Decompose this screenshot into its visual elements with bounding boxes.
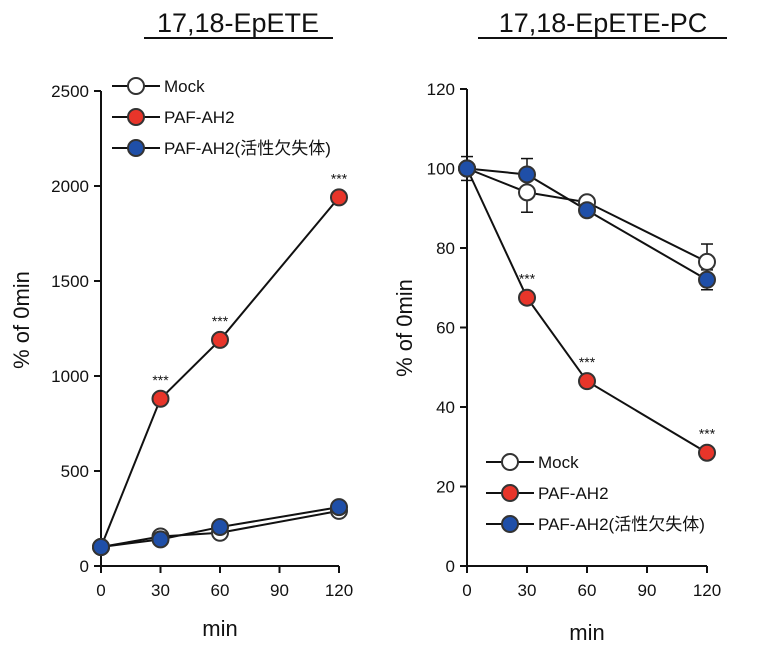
data-point-left-2 xyxy=(151,530,170,549)
legend-marker-left xyxy=(127,139,145,157)
legend-label-left: Mock xyxy=(164,77,205,96)
data-point-right-1 xyxy=(518,288,536,307)
x-tick-label-right: 60 xyxy=(578,581,597,600)
series-line-right-0 xyxy=(466,167,708,263)
series-line-left-2 xyxy=(100,506,340,548)
y-tick-label-right: 40 xyxy=(436,398,455,417)
legend-label-right: PAF-AH2(活性欠失体) xyxy=(538,515,705,534)
xlabel-left: min xyxy=(202,616,237,641)
significance-label-right: *** xyxy=(699,426,716,442)
significance-label-right: *** xyxy=(579,354,596,370)
data-point-left-1 xyxy=(330,188,348,207)
legend-marker-right xyxy=(501,484,519,502)
legend-marker-right xyxy=(501,453,519,471)
xlabel-right: min xyxy=(569,620,604,645)
y-tick-label-right: 100 xyxy=(427,160,455,179)
x-tick-label-right: 0 xyxy=(462,581,471,600)
data-point-right-2 xyxy=(458,159,476,178)
significance-label-left: *** xyxy=(331,170,348,186)
y-tick-label-left: 1000 xyxy=(51,367,89,386)
series-line-right-2 xyxy=(466,167,708,281)
data-point-right-1 xyxy=(578,372,596,391)
series-line-left-1 xyxy=(100,196,340,548)
y-tick-label-right: 20 xyxy=(436,478,455,497)
legend-marker-right xyxy=(501,515,519,533)
significance-label-left: *** xyxy=(152,372,169,388)
y-tick-label-right: 60 xyxy=(436,319,455,338)
data-point-left-2 xyxy=(211,518,229,537)
data-point-right-2 xyxy=(578,201,596,220)
plot-left: 0 500 1000 1500 2000 2500 0 30 60 90 120 *** *** *** M… xyxy=(51,77,353,600)
data-point-left-2 xyxy=(92,538,110,556)
data-point-right-1 xyxy=(698,443,716,462)
y-tick-label-left: 0 xyxy=(80,557,89,576)
data-point-right-0 xyxy=(698,252,716,271)
y-tick-label-left: 1500 xyxy=(51,272,89,291)
data-point-left-2 xyxy=(330,498,348,517)
series-line-left-0 xyxy=(100,509,340,548)
legend-label-left: PAF-AH2(活性欠失体) xyxy=(164,139,331,158)
panel-right: 17,18-EpETE-PC % of 0min min xyxy=(392,8,727,645)
x-tick-label-left: 90 xyxy=(270,581,289,600)
ylabel-left: % of 0min xyxy=(9,271,34,369)
x-tick-label-left: 120 xyxy=(325,581,353,600)
y-tick-label-right: 120 xyxy=(427,80,455,99)
y-tick-label-left: 2000 xyxy=(51,177,89,196)
y-tick-label-left: 2500 xyxy=(51,82,89,101)
chart-title-left: 17,18-EpETE xyxy=(157,8,319,38)
legend-label-left: PAF-AH2 xyxy=(164,108,235,127)
series-line-right-1 xyxy=(466,168,708,454)
x-tick-label-right: 90 xyxy=(638,581,657,600)
data-point-right-0 xyxy=(518,183,536,202)
x-tick-label-right: 30 xyxy=(518,581,537,600)
data-point-left-1 xyxy=(211,330,229,349)
legend-label-right: Mock xyxy=(538,453,579,472)
x-tick-label-right: 120 xyxy=(693,581,721,600)
x-tick-label-left: 0 xyxy=(96,581,105,600)
chart-title-right: 17,18-EpETE-PC xyxy=(499,8,708,38)
data-point-right-2 xyxy=(698,270,716,289)
legend-marker-left xyxy=(127,77,145,95)
data-point-left-1 xyxy=(151,389,170,408)
legend-label-right: PAF-AH2 xyxy=(538,484,609,503)
significance-label-left: *** xyxy=(212,313,229,329)
ylabel-right: % of 0min xyxy=(392,279,417,377)
significance-label-right: *** xyxy=(519,271,536,287)
y-tick-label-right: 0 xyxy=(446,557,455,576)
data-point-right-2 xyxy=(518,165,536,184)
y-tick-label-left: 500 xyxy=(61,462,89,481)
plot-right: 0 20 40 60 80 100 120 0 30 60 90 120 *** *** *** Mock PA… xyxy=(427,80,722,600)
legend-marker-left xyxy=(127,108,145,126)
y-tick-label-right: 80 xyxy=(436,239,455,258)
x-tick-label-left: 60 xyxy=(211,581,230,600)
x-tick-label-left: 30 xyxy=(151,581,170,600)
panel-left: 17,18-EpETE % of 0min min xyxy=(9,8,333,641)
